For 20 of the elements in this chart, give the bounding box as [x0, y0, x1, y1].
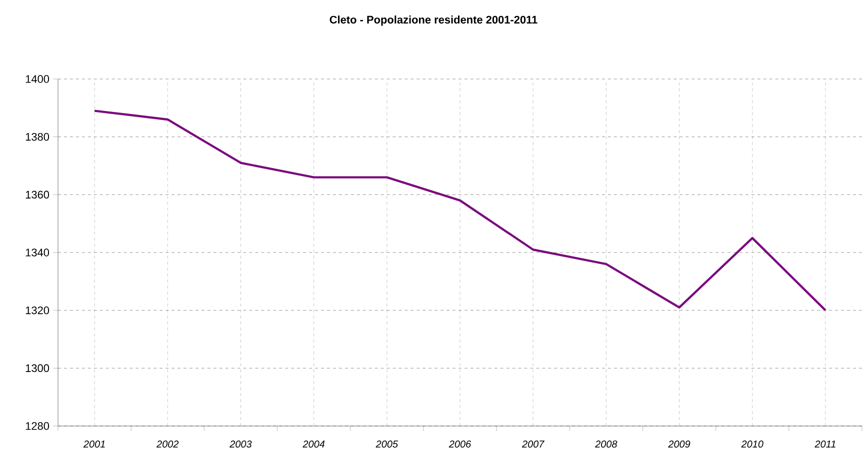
y-tick-label: 1300: [26, 364, 50, 372]
y-tick-label: 1360: [26, 190, 50, 199]
line-series: [93, 110, 827, 312]
y-tick-label: 1400: [26, 75, 50, 83]
x-tick-label: 2006: [448, 440, 472, 448]
y-tick-label: 1380: [26, 132, 50, 141]
y-tick-label: 1280: [26, 422, 50, 430]
x-tick-label: 2010: [741, 440, 764, 448]
x-tick-label: 2001: [83, 440, 105, 448]
x-tick-label: 2007: [522, 440, 544, 448]
x-tick-label: 2005: [376, 440, 398, 448]
chart-title: Cleto - Popolazione residente 2001-2011: [330, 16, 538, 26]
y-tick-label: 1320: [26, 306, 50, 314]
x-tick-label: 2011: [814, 440, 836, 448]
x-tick-label: 2004: [302, 440, 325, 448]
x-tick-label: 2002: [156, 440, 179, 448]
x-tick-label: 2009: [668, 440, 690, 448]
x-tick-label: 2008: [595, 440, 618, 448]
x-tick-label: 2003: [230, 440, 252, 448]
y-tick-label: 1340: [26, 248, 50, 256]
